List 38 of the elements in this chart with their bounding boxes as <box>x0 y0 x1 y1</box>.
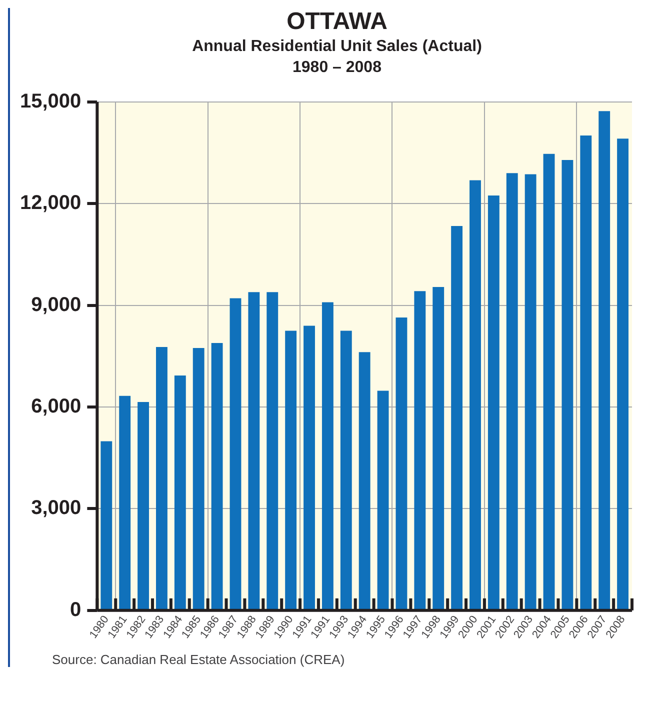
bar <box>340 330 352 610</box>
bar <box>451 226 463 610</box>
chart-subtitle: Annual Residential Unit Sales (Actual) 1980 – 2008 <box>191 37 483 78</box>
y-tick-label: 6,000 <box>31 396 82 418</box>
bar <box>285 330 297 610</box>
bar <box>322 302 334 610</box>
source-note: Source: Canadian Real Estate Association (CREA) <box>52 652 346 667</box>
y-tick-label: 12,000 <box>20 192 82 214</box>
bar <box>266 292 278 610</box>
y-tick-label: 9,000 <box>31 294 82 316</box>
bar <box>156 347 168 610</box>
bar <box>138 402 149 610</box>
bar <box>506 173 518 610</box>
bar <box>488 196 500 610</box>
bar <box>617 138 628 610</box>
bar <box>377 390 389 610</box>
y-tick-label: 0 <box>70 598 82 621</box>
bar <box>358 352 370 610</box>
y-tick-label: 15,000 <box>20 90 82 113</box>
bar <box>414 291 426 610</box>
bar <box>211 342 223 610</box>
bar <box>470 180 481 610</box>
bar <box>119 396 131 610</box>
y-tick-label: 3,000 <box>31 497 82 520</box>
chart-title: OTTAWA <box>286 8 388 36</box>
bar <box>100 441 112 610</box>
bar <box>562 160 574 610</box>
bar <box>598 111 610 610</box>
bar <box>192 348 204 610</box>
bar <box>396 318 408 610</box>
bar <box>174 376 186 610</box>
bar <box>432 287 444 610</box>
bar <box>524 174 536 610</box>
bar <box>580 136 592 610</box>
bar <box>304 326 315 610</box>
bar <box>230 298 242 610</box>
bar <box>248 292 260 610</box>
bar <box>543 154 555 610</box>
